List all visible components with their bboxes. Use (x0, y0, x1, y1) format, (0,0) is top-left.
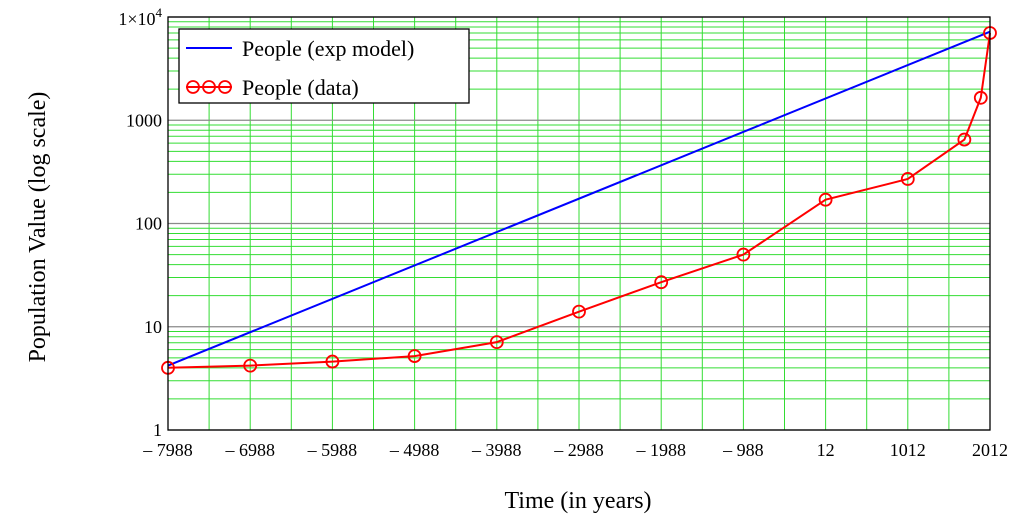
plot-frame (167, 16, 991, 431)
y-tick-label: 100 (135, 214, 162, 234)
x-tick-label: – 3988 (471, 440, 522, 460)
series-line-0 (167, 30, 991, 367)
data-point-marker (325, 354, 340, 369)
series-layer (161, 26, 997, 375)
y-tick-label: 10 (144, 317, 162, 337)
data-point-marker (572, 304, 586, 319)
minor-gridlines (168, 17, 990, 430)
data-point-marker (407, 349, 422, 363)
data-point-marker (243, 358, 258, 373)
x-tick-label: – 1988 (635, 440, 686, 460)
x-tick-label: 12 (817, 440, 835, 460)
legend-box (178, 28, 470, 104)
x-axis-title: Time (in years) (504, 488, 651, 514)
y-tick-label: 1000 (126, 110, 162, 130)
legend-label-exp-model: People (exp model) (242, 36, 414, 61)
x-tick-label: – 6988 (224, 440, 275, 460)
data-point-marker (957, 132, 972, 147)
legend: People (exp model) People (data) (178, 28, 470, 104)
legend-marker-data-2 (202, 80, 216, 94)
data-point-marker (818, 192, 833, 207)
data-point-marker (489, 335, 504, 350)
series-line-1 (167, 32, 991, 369)
x-tick-labels: – 7988 – 6988 – 5988 – 4988 – 3988 – 2988 – 19… (142, 440, 1008, 460)
y-tick-labels: 1 10 100 1000 1×104 (118, 5, 162, 440)
legend-label-data: People (data) (242, 75, 359, 100)
x-tick-label: – 2988 (553, 440, 604, 460)
x-tick-label: – 4988 (389, 440, 440, 460)
y-tick-label: 1×104 (118, 5, 162, 29)
data-point-marker (654, 275, 669, 290)
data-point-marker (973, 90, 988, 105)
legend-marker-data-3 (218, 80, 232, 94)
data-point-marker (900, 172, 915, 186)
x-tick-label: 1012 (890, 440, 926, 460)
x-tick-label: – 5988 (307, 440, 358, 460)
data-point-marker (736, 247, 751, 262)
y-tick-label: 1 (153, 420, 162, 440)
legend-marker-data-1 (186, 80, 200, 94)
x-tick-label: – 988 (722, 440, 764, 460)
x-tick-label: 2012 (972, 440, 1008, 460)
x-tick-label: – 7988 (142, 440, 193, 460)
y-axis-title: Population Value (log scale) (25, 92, 51, 363)
